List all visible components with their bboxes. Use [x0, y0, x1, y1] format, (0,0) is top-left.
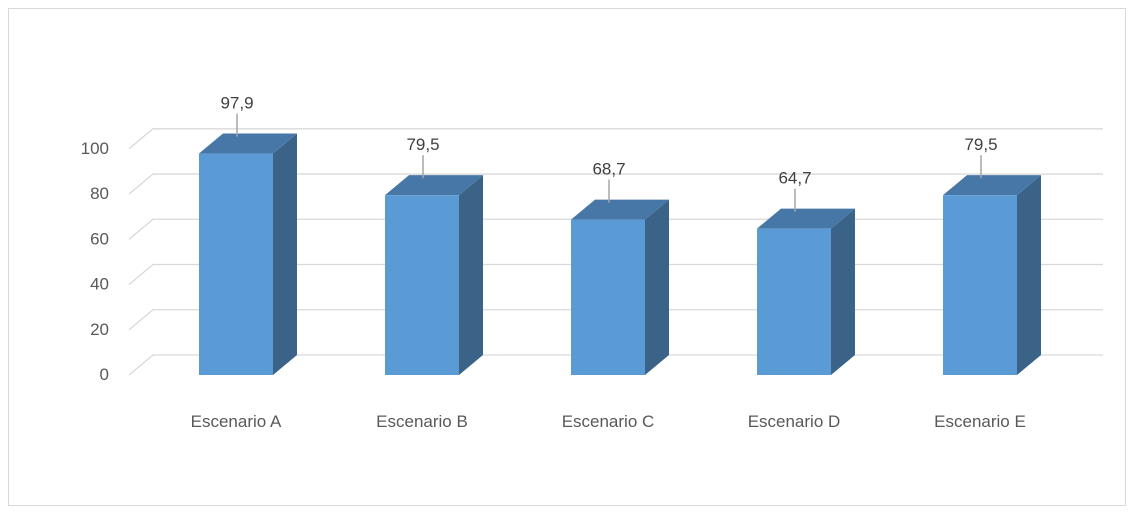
bar-front [571, 219, 645, 375]
bar-top [943, 175, 1041, 196]
bar [943, 175, 1041, 375]
bar [757, 208, 855, 375]
data-label: 79,5 [406, 135, 439, 154]
gridline [128, 173, 1103, 195]
category-label: Escenario A [191, 412, 282, 431]
bar-top [199, 133, 297, 154]
data-label: 68,7 [592, 160, 625, 179]
bar-front [199, 153, 273, 375]
category-label: Escenario B [376, 412, 468, 431]
chart-area: 0 20 40 60 80 100 97,9 79,5 68,7 64,7 79,5 Escena… [8, 8, 1126, 506]
data-label: 79,5 [964, 135, 997, 154]
y-tick-label: 80 [90, 184, 109, 203]
bar-top [571, 199, 669, 220]
bars [199, 133, 1041, 375]
bar-top [757, 208, 855, 229]
data-label: 97,9 [220, 94, 253, 113]
bar-front [943, 195, 1017, 375]
bar-front [757, 228, 831, 375]
bar [571, 199, 669, 375]
category-label: Escenario E [934, 412, 1026, 431]
bar-side [459, 175, 483, 375]
x-axis: Escenario A Escenario B Escenario C Escenar… [191, 412, 1026, 431]
bar-top [385, 175, 483, 196]
bar [385, 175, 483, 375]
bar-side [645, 199, 669, 375]
y-tick-label: 60 [90, 229, 109, 248]
bar-side [273, 133, 297, 375]
bar-side [1017, 175, 1041, 375]
bar-front [385, 195, 459, 375]
y-tick-label: 0 [100, 365, 109, 384]
y-tick-label: 40 [90, 275, 109, 294]
category-label: Escenario D [748, 412, 841, 431]
data-label: 64,7 [778, 169, 811, 188]
data-labels: 97,9 79,5 68,7 64,7 79,5 [220, 94, 998, 212]
y-axis: 0 20 40 60 80 100 [81, 139, 109, 384]
bar [199, 133, 297, 375]
y-tick-label: 100 [81, 139, 109, 158]
bar-side [831, 208, 855, 375]
bar-chart: 0 20 40 60 80 100 97,9 79,5 68,7 64,7 79,5 Escena… [81, 94, 1103, 431]
gridline [128, 128, 1103, 150]
y-tick-label: 20 [90, 320, 109, 339]
category-label: Escenario C [562, 412, 655, 431]
